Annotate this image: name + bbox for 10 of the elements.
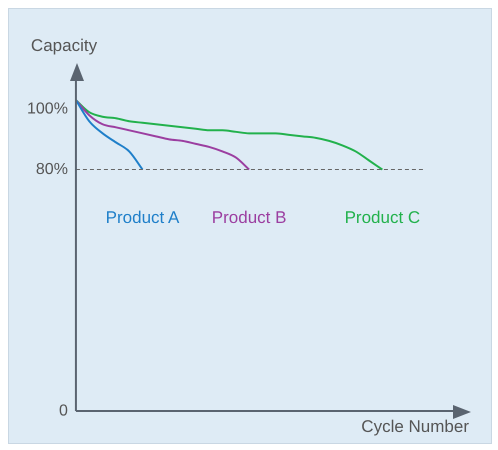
y-axis-title: Capacity	[30, 36, 98, 56]
y-tick-label: 0	[59, 402, 68, 420]
line-series	[74, 99, 250, 171]
y-tick-label: 100%	[27, 100, 68, 118]
text: Product A	[106, 208, 180, 228]
text: Product C	[344, 208, 420, 228]
y-tick-label: 80%	[36, 160, 68, 178]
text: Product B	[212, 208, 286, 228]
line-series	[74, 99, 144, 171]
x-axis-title: Cycle Number	[361, 417, 470, 436]
